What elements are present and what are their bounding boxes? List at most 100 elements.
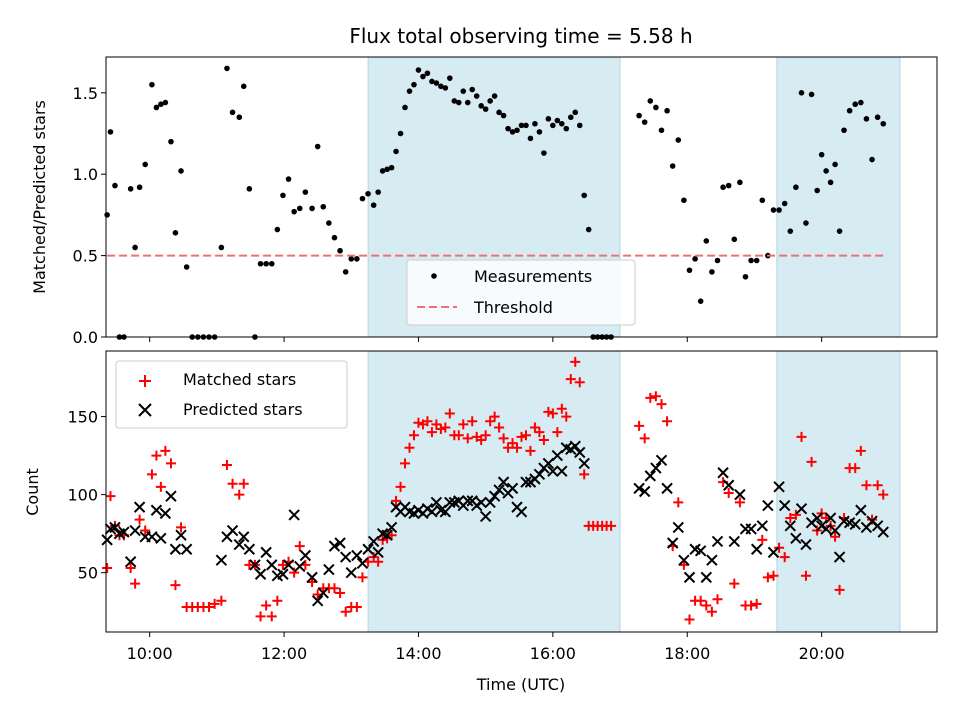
measurement-point bbox=[720, 184, 726, 191]
predicted-stars-point bbox=[820, 523, 832, 535]
predicted-stars-point bbox=[146, 531, 158, 543]
measurement-point bbox=[415, 67, 422, 73]
bottom-axes-frame bbox=[105, 350, 938, 633]
shaded-interval bbox=[776, 350, 901, 633]
measurement-point bbox=[280, 192, 286, 199]
matched-stars-point bbox=[255, 611, 266, 622]
predicted-stars-point bbox=[666, 537, 679, 549]
legend-predicted-label: Predicted stars bbox=[183, 400, 303, 419]
measurement-point bbox=[429, 78, 435, 85]
predicted-stars-point bbox=[767, 546, 780, 559]
matched-stars-point bbox=[850, 463, 861, 474]
matched-stars-point bbox=[774, 542, 785, 553]
measurement-point bbox=[880, 120, 887, 127]
measurement-point bbox=[482, 106, 489, 112]
matched-stars-point bbox=[656, 399, 667, 410]
measurement-point bbox=[550, 122, 556, 129]
measurement-point bbox=[559, 120, 565, 127]
measurement-point bbox=[224, 65, 230, 72]
predicted-stars-point bbox=[180, 543, 193, 555]
measurement-point bbox=[320, 203, 327, 210]
matched-stars-point bbox=[134, 514, 145, 525]
matched-stars-point bbox=[413, 417, 424, 428]
measurement-point bbox=[172, 230, 179, 236]
matched-stars-point bbox=[662, 416, 673, 427]
predicted-stars-point bbox=[118, 526, 130, 538]
bottom-legend: Matched stars Predicted stars bbox=[115, 360, 348, 429]
predicted-stars-point bbox=[638, 485, 651, 498]
matched-stars-point bbox=[867, 514, 878, 525]
predicted-stars-point bbox=[288, 509, 300, 521]
matched-stars-point bbox=[806, 456, 817, 467]
measurement-point bbox=[737, 179, 743, 186]
matched-stars-point bbox=[151, 450, 162, 461]
predicted-stars-point bbox=[372, 546, 384, 559]
matched-stars-point bbox=[458, 419, 469, 430]
top-plot-marks bbox=[104, 65, 887, 340]
matched-stars-point bbox=[556, 403, 567, 414]
x-tick-label: 16:00 bbox=[530, 644, 576, 663]
matched-stars-point bbox=[639, 433, 650, 444]
matched-stars-point bbox=[706, 606, 717, 617]
matched-stars-point bbox=[165, 458, 176, 469]
measurement-point bbox=[658, 127, 665, 134]
predicted-stars-point bbox=[133, 501, 146, 513]
predicted-stars-point bbox=[306, 571, 318, 584]
measurement-point bbox=[841, 127, 847, 134]
predicted-stars-point bbox=[311, 595, 324, 607]
legend-measurements-marker bbox=[431, 273, 437, 279]
measurement-point bbox=[397, 130, 404, 137]
matched-stars-point bbox=[266, 611, 277, 622]
predicted-stars-point bbox=[323, 563, 335, 576]
matched-stars-point bbox=[329, 583, 340, 594]
predicted-stars-point bbox=[101, 534, 113, 546]
matched-stars-point bbox=[543, 406, 554, 417]
predicted-stars-point bbox=[694, 545, 707, 557]
predicted-stars-point bbox=[317, 587, 329, 599]
matched-stars-point bbox=[204, 602, 215, 613]
measurement-point bbox=[326, 220, 332, 226]
measurement-point bbox=[370, 202, 377, 208]
matched-stars-point bbox=[872, 480, 883, 491]
bottom-plot-marks bbox=[101, 356, 889, 625]
matched-stars-point bbox=[779, 552, 790, 563]
matched-stars-point bbox=[673, 497, 684, 508]
matched-stars-point bbox=[570, 356, 581, 367]
predicted-stars-point bbox=[784, 520, 796, 532]
measurement-point bbox=[183, 264, 190, 270]
measurement-point bbox=[647, 98, 654, 104]
shaded-interval bbox=[367, 350, 621, 633]
measurement-point bbox=[669, 163, 676, 169]
matched-stars-point bbox=[400, 458, 411, 469]
measurement-point bbox=[451, 98, 458, 104]
measurement-point bbox=[236, 114, 243, 121]
measurement-point bbox=[433, 80, 440, 86]
matched-stars-point bbox=[800, 570, 811, 581]
predicted-stars-point bbox=[644, 470, 657, 482]
predicted-stars-point bbox=[233, 538, 245, 551]
matched-stars-point bbox=[209, 598, 220, 609]
matched-stars-point bbox=[855, 445, 866, 456]
matched-stars-point bbox=[712, 594, 723, 605]
measurement-point bbox=[869, 156, 875, 163]
measurement-point bbox=[142, 161, 148, 168]
measurement-point bbox=[354, 256, 360, 262]
matched-stars-point bbox=[105, 491, 116, 502]
measurement-point bbox=[664, 107, 670, 114]
matched-stars-point bbox=[561, 411, 572, 422]
matched-stars-point bbox=[357, 572, 368, 583]
matched-stars-point bbox=[751, 598, 762, 609]
matched-stars-point bbox=[391, 495, 402, 506]
predicted-stars-point bbox=[356, 557, 369, 570]
predicted-stars-point bbox=[683, 571, 696, 584]
predicted-stars-point bbox=[328, 540, 341, 552]
matched-stars-point bbox=[221, 459, 232, 470]
measurement-point bbox=[411, 81, 417, 88]
measurement-point bbox=[808, 91, 815, 98]
matched-stars-point bbox=[796, 431, 807, 442]
matched-stars-point bbox=[125, 562, 136, 573]
matched-stars-point bbox=[790, 509, 801, 520]
measurement-point bbox=[874, 114, 881, 121]
measurement-point bbox=[442, 85, 449, 91]
measurement-point bbox=[787, 228, 794, 234]
